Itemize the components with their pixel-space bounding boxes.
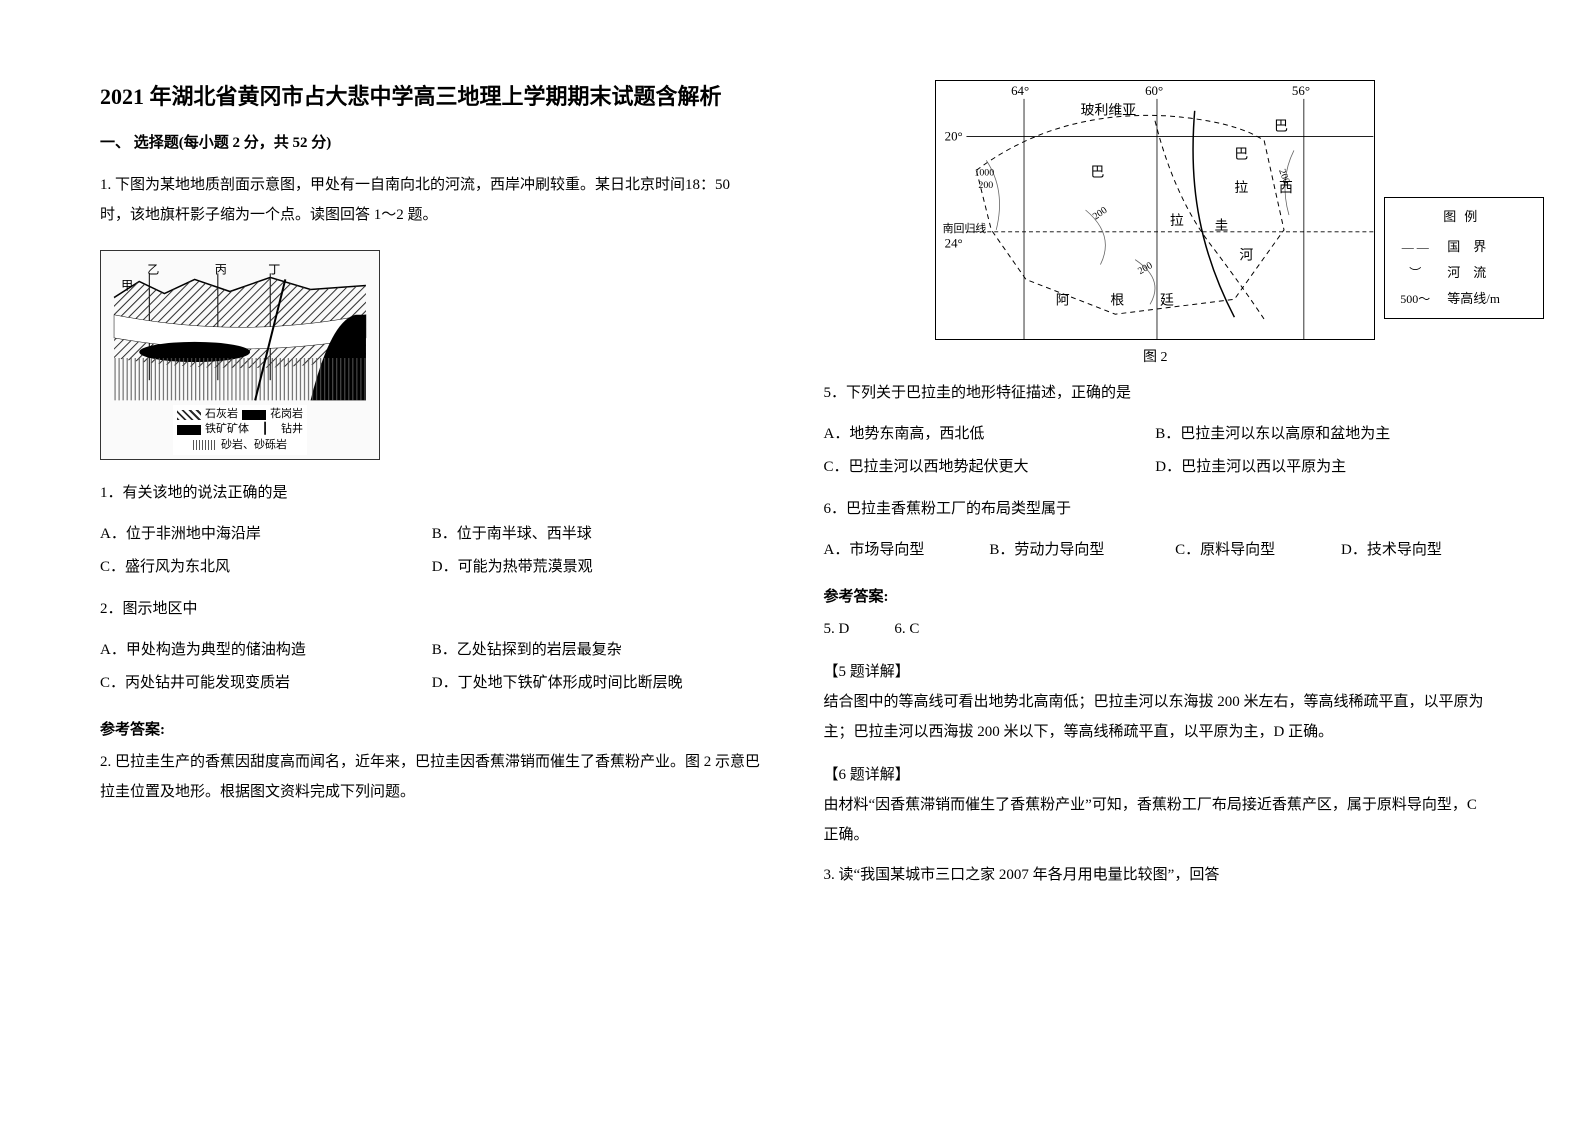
q2s5-c: C．巴拉圭河以西地势起伏更大 [824,451,1156,484]
legend-ironore: 铁矿矿体 [205,422,249,437]
q1s2-b: B．乙处钻探到的岩层最复杂 [432,634,764,667]
river-line [1193,111,1234,317]
q3-stem: 3. 读“我国某城市三口之家 2007 年各月用电量比较图”，回答 [824,860,1488,890]
exp5-label: 【5 题详解】 [824,660,1488,681]
svg-text:200: 200 [979,180,994,191]
q1s2-a: A．甲处构造为典型的储油构造 [100,634,432,667]
exp5-text: 结合图中的等高线可看出地势北高南低；巴拉圭河以东海拔 200 米左右，等高线稀疏… [824,687,1488,747]
label-xi: 西 [1279,181,1293,196]
svg-text:1000: 1000 [975,167,995,178]
q2s5-b: B．巴拉圭河以东以高原和盆地为主 [1155,418,1487,451]
legend-contour: 等高线/m [1447,286,1500,312]
q1-sub2: 2．图示地区中 [100,594,764,624]
label-ba3: 巴 [1091,165,1105,180]
q2-sub6-options: A．市场导向型 B．劳动力导向型 C．原料导向型 D．技术导向型 [824,534,1488,567]
lat-20: 20° [945,130,963,144]
q2-answers: 5. D 6. C [824,614,1488,644]
legend-sandstone: 砂岩、砂砾岩 [221,438,287,453]
q2s6-d: D．技术导向型 [1341,534,1487,567]
label-bolivia: 玻利维亚 [1081,103,1137,119]
label-ba2: 巴 [1235,147,1249,162]
svg-text:丙: 丙 [215,262,227,276]
q1-stem: 1. 下图为某地地质剖面示意图，甲处有一自南向北的河流，西岸冲刷较重。某日北京时… [100,170,764,230]
q2s5-d: D．巴拉圭河以西以平原为主 [1155,451,1487,484]
q1-sub1-options: A．位于非洲地中海沿岸 B．位于南半球、西半球 C．盛行风为东北风 D．可能为热… [100,518,764,584]
exp6-text: 由材料“因香蕉滞销而催生了香蕉粉产业”可知，香蕉粉工厂布局接近香蕉产区，属于原料… [824,790,1488,850]
contour-symbol: 500〜 [1393,287,1437,311]
label-gui: 圭 [1215,218,1229,234]
lon-60: 60° [1145,84,1163,98]
q1s1-b: B．位于南半球、西半球 [432,518,764,551]
geology-figure: 乙 丙 丁 甲 [100,250,380,460]
section-header: 一、 选择题(每小题 2 分，共 52 分) [100,131,764,152]
map-legend-title: 图例 [1393,204,1535,230]
lat-24: 24° [945,237,963,251]
legend-river: 河 流 [1447,260,1486,286]
q1s2-d: D．丁处地下铁矿体形成时间比断层晚 [432,667,764,700]
q1s1-c: C．盛行风为东北风 [100,551,432,584]
q1-sub2-options: A．甲处构造为典型的储油构造 B．乙处钻探到的岩层最复杂 C．丙处钻井可能发现变… [100,634,764,700]
label-la2: 拉 [1170,213,1184,229]
lon-64: 64° [1011,84,1029,98]
q2-sub6: 6．巴拉圭香蕉粉工厂的布局类型属于 [824,494,1488,524]
label-a: 阿 [1056,292,1070,308]
map-svg: 64° 60° 56° 20° 24° 南回归线 [936,81,1374,339]
exp6-label: 【6 题详解】 [824,763,1488,784]
legend-drill: 钻井 [281,422,303,437]
q2-answer-label: 参考答案: [824,585,1488,606]
right-column: 64° 60° 56° 20° 24° 南回归线 [824,80,1488,1042]
q2s6-a: A．市场导向型 [824,534,990,567]
border-line [977,115,1285,314]
map-wrap: 64° 60° 56° 20° 24° 南回归线 [824,80,1488,366]
paraguay-map: 64° 60° 56° 20° 24° 南回归线 [935,80,1375,340]
label-gen: 根 [1111,292,1125,308]
river-symbol: ︶ [1393,261,1437,285]
left-column: 2021 年湖北省黄冈市占大悲中学高三地理上学期期末试题含解析 一、 选择题(每… [100,80,764,1042]
label-ting: 廷 [1160,292,1174,308]
label-ba1: 巴 [1274,120,1288,135]
tropic-label: 南回归线 [943,221,987,235]
legend-granite: 花岗岩 [270,407,303,422]
geology-legend: 石灰岩 花岗岩 铁矿矿体 ┃ 钻井 砂岩、砂砾岩 [173,405,307,455]
q1s2-c: C．丙处钻井可能发现变质岩 [100,667,432,700]
page-title: 2021 年湖北省黄冈市占大悲中学高三地理上学期期末试题含解析 [100,80,764,113]
q1-sub1: 1．有关该地的说法正确的是 [100,478,764,508]
q2-sub5: 5．下列关于巴拉圭的地形特征描述，正确的是 [824,378,1488,408]
label-la1: 拉 [1235,180,1249,196]
q2s6-b: B．劳动力导向型 [989,534,1175,567]
q2s5-a: A．地势东南高，西北低 [824,418,1156,451]
lon-56: 56° [1292,84,1310,98]
map-caption: 图 2 [1143,346,1168,366]
q1s1-a: A．位于非洲地中海沿岸 [100,518,432,551]
map-legend: 图例 — — 国 界 ︶ 河 流 500〜 等高线/m [1384,197,1544,319]
legend-border: 国 界 [1447,234,1486,260]
q2s6-c: C．原料导向型 [1175,534,1341,567]
q2-sub5-options: A．地势东南高，西北低 B．巴拉圭河以东以高原和盆地为主 C．巴拉圭河以西地势起… [824,418,1488,484]
legend-limestone: 石灰岩 [205,407,238,422]
q2-stem: 2. 巴拉圭生产的香蕉因甜度高而闻名，近年来，巴拉圭因香蕉滞销而催生了香蕉粉产业… [100,747,764,807]
q1s1-d: D．可能为热带荒漠景观 [432,551,764,584]
svg-text:200: 200 [1091,205,1110,223]
q1-answer-label: 参考答案: [100,718,764,739]
border-symbol: — — [1393,235,1437,259]
label-he: 河 [1240,248,1254,264]
